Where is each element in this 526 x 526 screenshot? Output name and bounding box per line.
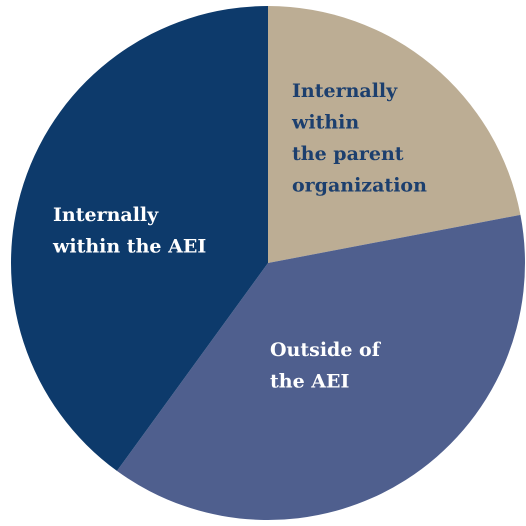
pie-slice bbox=[268, 6, 521, 263]
slice-label: Internally within the AEI bbox=[52, 204, 206, 258]
pie-slice bbox=[10, 6, 268, 471]
slice-label: Outside of the AEI bbox=[270, 339, 382, 393]
pie-slice bbox=[116, 214, 525, 520]
slice-label: Internally within the parent organization bbox=[291, 80, 427, 197]
